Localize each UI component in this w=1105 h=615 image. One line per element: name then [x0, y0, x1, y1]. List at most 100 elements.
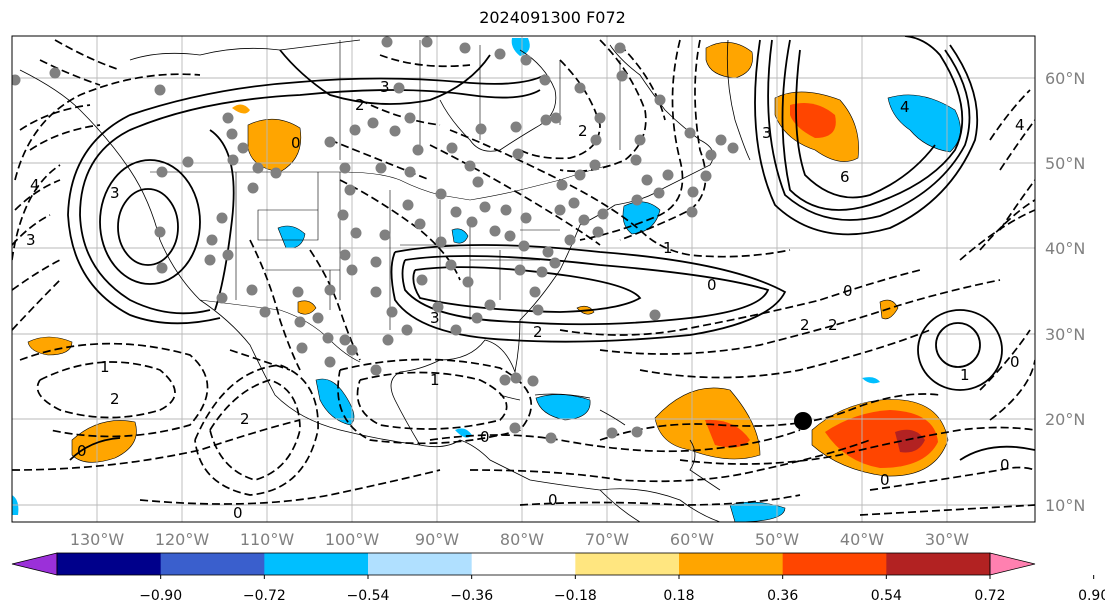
contour-label: 2: [828, 316, 838, 334]
station-dot: [472, 176, 484, 188]
station-dot: [462, 276, 474, 288]
station-dot: [597, 208, 609, 220]
station-dot: [475, 123, 487, 135]
station-dot: [616, 70, 628, 82]
station-dot: [520, 54, 532, 66]
station-dot: [393, 82, 405, 94]
contour-label: 2: [355, 96, 365, 114]
contour-label: 1: [430, 371, 440, 389]
lat-label: 40°N: [1045, 239, 1085, 258]
station-dot: [504, 230, 516, 242]
station-dot: [574, 169, 586, 181]
station-dot: [450, 206, 462, 218]
station-dot: [402, 199, 414, 211]
map-frame: [11, 35, 1036, 523]
lon-label: 50°W: [755, 530, 799, 549]
contour-label: 0: [480, 428, 490, 446]
station-dot: [344, 184, 356, 196]
station-dot: [246, 284, 258, 296]
station-dot: [653, 187, 665, 199]
station-dot: [370, 256, 382, 268]
station-dot: [536, 266, 548, 278]
station-dot: [154, 84, 166, 96]
station-dot: [662, 169, 674, 181]
lat-label: 30°N: [1045, 325, 1085, 344]
station-dot: [687, 186, 699, 198]
station-dot: [227, 154, 239, 166]
colorbar-tick-label: −0.18: [554, 588, 597, 604]
colorbar-frame: [56, 552, 991, 576]
contour-label: 0: [1010, 353, 1020, 371]
station-dot: [459, 42, 471, 54]
map-title: 2024091300 F072: [479, 8, 626, 27]
station-dot: [270, 167, 282, 179]
station-dot: [518, 240, 530, 252]
station-dot: [510, 121, 522, 133]
contour-label: 2: [533, 323, 543, 341]
contour-label: 6: [840, 168, 850, 186]
station-dot: [370, 364, 382, 376]
station-dot: [222, 112, 234, 124]
station-dot: [542, 246, 554, 258]
latitude-labels: 60°N 50°N 40°N 30°N 20°N 10°N: [1045, 69, 1085, 515]
station-dot: [237, 142, 249, 154]
colorbar-tick-label: 0.54: [871, 588, 902, 604]
station-dot: [512, 148, 524, 160]
colorbar-tick-label: 0.18: [663, 588, 694, 604]
contour-label: 0: [707, 276, 717, 294]
contour-label: 1: [100, 358, 110, 376]
lon-label: 130°W: [70, 530, 125, 549]
station-dot: [556, 179, 568, 191]
station-dot: [182, 156, 194, 168]
station-dot: [574, 82, 586, 94]
contour-label: 0: [548, 491, 558, 509]
station-dot: [727, 142, 739, 154]
lon-label: 90°W: [415, 530, 459, 549]
station-dot: [606, 427, 618, 439]
contour-label: 0: [880, 471, 890, 489]
station-dot: [654, 94, 666, 106]
colorbar-segment: [575, 553, 680, 575]
contour-label: 2: [800, 316, 810, 334]
station-dot: [700, 170, 712, 182]
station-dot: [412, 144, 424, 156]
station-dot: [324, 284, 336, 296]
station-dot: [322, 332, 334, 344]
colorbar-tick-label: −0.90: [139, 588, 182, 604]
station-dot: [339, 249, 351, 261]
contour-label: 4: [900, 98, 910, 116]
colorbar: −0.90 −0.72 −0.54 −0.36 −0.18 0.18 0.36 0.54 0.7…: [11, 552, 1105, 604]
lon-label: 40°W: [840, 530, 884, 549]
colorbar-tick-label: 0.72: [974, 588, 1005, 604]
station-dot: [226, 128, 238, 140]
contour-label: 3: [26, 231, 36, 249]
contour-label: 3: [110, 184, 120, 202]
station-dot: [370, 286, 382, 298]
station-dot: [684, 127, 696, 139]
observation-stations: [12, 36, 739, 444]
station-dot: [479, 201, 491, 213]
lat-label: 20°N: [1045, 410, 1085, 429]
station-dot: [614, 42, 626, 54]
station-dot: [464, 160, 476, 172]
contour-label: 1: [960, 366, 970, 384]
station-dot: [312, 312, 324, 324]
positive-contours: [67, 36, 1035, 461]
contour-label: 2: [110, 390, 120, 408]
station-dot: [216, 212, 228, 224]
station-dot: [259, 306, 271, 318]
colorbar-tick-label: −0.36: [450, 588, 493, 604]
station-dot: [631, 426, 643, 438]
station-dot: [156, 166, 168, 178]
station-dot: [154, 226, 166, 238]
contour-label: 2: [240, 410, 250, 428]
station-dot: [466, 216, 478, 228]
station-dot: [686, 206, 698, 218]
contour-label: 3: [762, 124, 772, 142]
contour-label: 4: [30, 176, 40, 194]
coastlines: [19, 39, 751, 522]
lon-label: 70°W: [585, 530, 629, 549]
station-dot: [450, 324, 462, 336]
station-dot: [222, 249, 234, 261]
